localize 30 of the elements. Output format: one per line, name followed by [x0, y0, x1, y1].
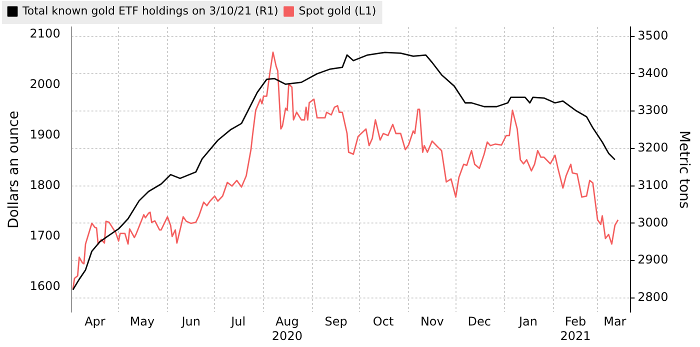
legend-label: Total known gold ETF holdings on 3/10/21 (R1): [22, 4, 278, 18]
x-tick-label: Aug 2020: [272, 314, 302, 343]
x-tick-label: Jan: [518, 314, 538, 329]
y2-tick-label: 3500: [638, 28, 668, 42]
x-tick-label: Nov: [420, 314, 444, 329]
y-tick-label: 1600: [30, 279, 60, 294]
y2-tick-label: 2900: [638, 252, 668, 267]
x-tick-label: Sep: [324, 314, 348, 329]
y-tick-label: 1700: [30, 228, 60, 243]
y2-axis-title: Metric tons: [676, 130, 692, 209]
y-tick-label: 2100: [30, 26, 60, 41]
x-tick-label: Jun: [180, 314, 200, 329]
y2-tick-label: 3100: [638, 178, 668, 192]
y-tick-label: 1800: [30, 178, 60, 192]
y-tick-label: 2000: [30, 77, 60, 92]
x-tick-label: Dec: [468, 314, 492, 329]
y2-tick-label: 3000: [638, 215, 668, 230]
x-tick-label: Oct: [372, 314, 394, 329]
legend-label: Spot gold (L1): [298, 4, 376, 18]
x-tick-label: Apr: [84, 314, 106, 329]
y2-tick-label: 3400: [638, 66, 668, 80]
y2-tick-label: 3300: [638, 103, 668, 118]
x-tick-label: Mar: [604, 314, 626, 329]
y-tick-label: 1900: [30, 128, 60, 142]
x-tick-label: Feb 2021: [560, 314, 591, 343]
x-tick-label: May: [130, 314, 155, 329]
x-tick-label: Jul: [230, 314, 246, 329]
y2-tick-label: 2800: [638, 290, 668, 304]
y-axis-title: Dollars an ounce: [6, 110, 22, 228]
y2-tick-label: 3200: [638, 140, 668, 155]
